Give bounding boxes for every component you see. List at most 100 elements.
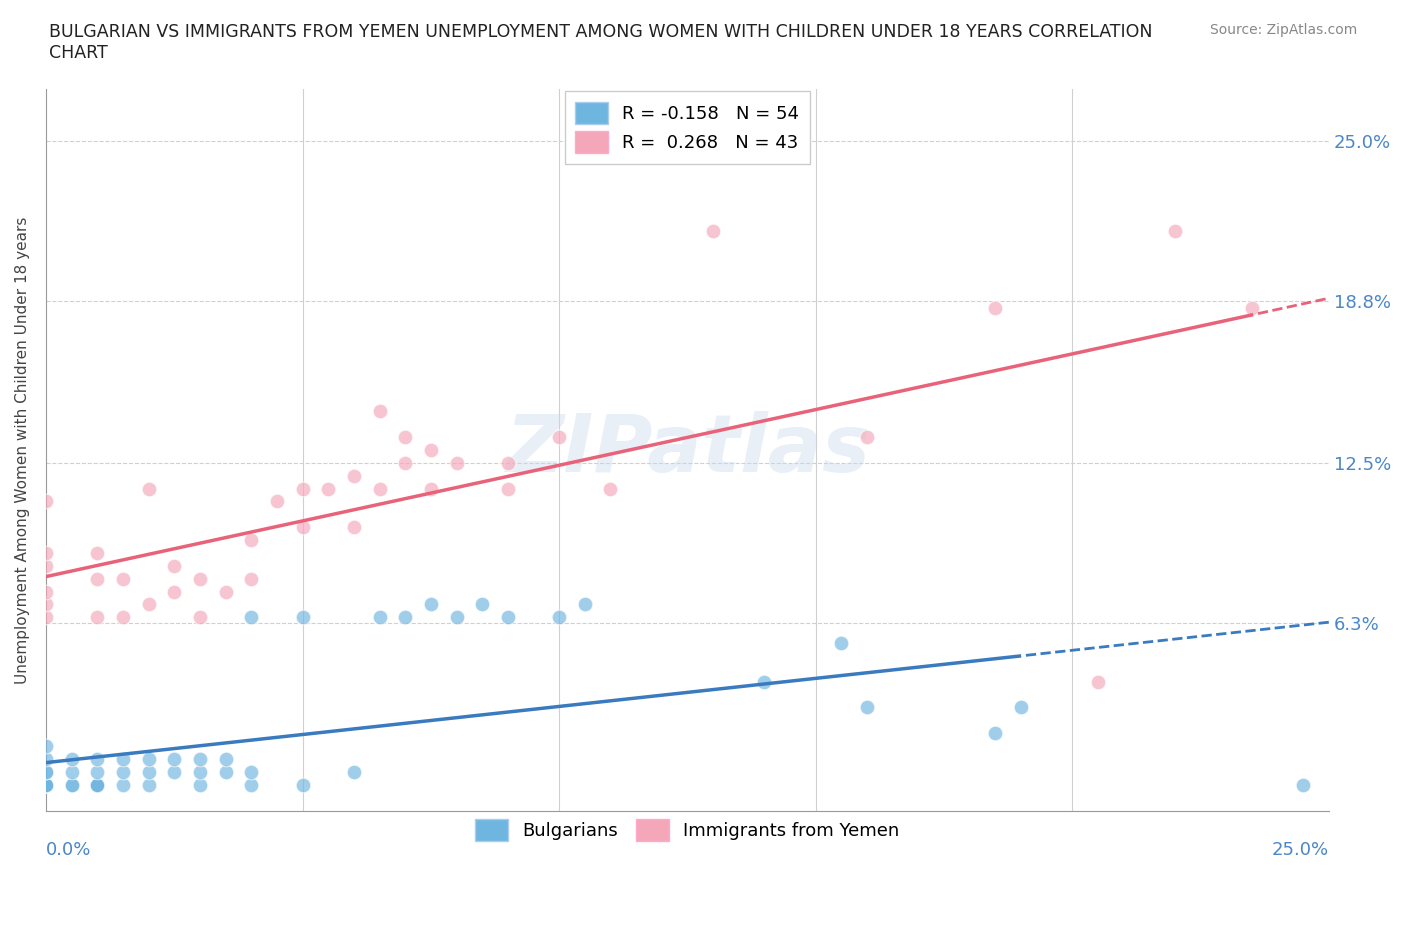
Point bbox=[35, 777, 58, 792]
Point bbox=[291, 520, 314, 535]
Point bbox=[856, 700, 879, 715]
Point bbox=[984, 725, 1007, 740]
Point bbox=[548, 610, 571, 625]
Legend: Bulgarians, Immigrants from Yemen: Bulgarians, Immigrants from Yemen bbox=[464, 808, 910, 852]
Point bbox=[214, 764, 236, 779]
Point bbox=[291, 777, 314, 792]
Point bbox=[35, 738, 58, 753]
Point bbox=[1087, 674, 1109, 689]
Point bbox=[35, 777, 58, 792]
Point bbox=[368, 404, 391, 418]
Point bbox=[240, 571, 263, 586]
Point bbox=[574, 597, 596, 612]
Point bbox=[214, 584, 236, 599]
Point bbox=[291, 481, 314, 496]
Point bbox=[343, 520, 366, 535]
Point bbox=[240, 764, 263, 779]
Point bbox=[35, 764, 58, 779]
Point bbox=[1240, 301, 1263, 316]
Point bbox=[188, 571, 211, 586]
Point bbox=[702, 223, 724, 238]
Point bbox=[188, 777, 211, 792]
Point bbox=[188, 764, 211, 779]
Point bbox=[86, 610, 108, 625]
Point bbox=[830, 636, 852, 651]
Point bbox=[343, 469, 366, 484]
Point bbox=[35, 777, 58, 792]
Point bbox=[291, 610, 314, 625]
Point bbox=[368, 610, 391, 625]
Point bbox=[35, 546, 58, 561]
Point bbox=[394, 430, 416, 445]
Point bbox=[240, 610, 263, 625]
Point bbox=[1164, 223, 1187, 238]
Point bbox=[35, 777, 58, 792]
Point bbox=[35, 777, 58, 792]
Y-axis label: Unemployment Among Women with Children Under 18 years: Unemployment Among Women with Children U… bbox=[15, 217, 30, 684]
Point bbox=[163, 584, 186, 599]
Point bbox=[35, 777, 58, 792]
Point bbox=[86, 764, 108, 779]
Point bbox=[111, 751, 134, 766]
Text: BULGARIAN VS IMMIGRANTS FROM YEMEN UNEMPLOYMENT AMONG WOMEN WITH CHILDREN UNDER : BULGARIAN VS IMMIGRANTS FROM YEMEN UNEMP… bbox=[49, 23, 1153, 62]
Point bbox=[188, 610, 211, 625]
Point bbox=[188, 751, 211, 766]
Point bbox=[446, 610, 468, 625]
Text: 25.0%: 25.0% bbox=[1272, 842, 1329, 859]
Point bbox=[496, 481, 519, 496]
Point bbox=[754, 674, 776, 689]
Point bbox=[1010, 700, 1032, 715]
Point bbox=[496, 610, 519, 625]
Point bbox=[394, 456, 416, 471]
Point bbox=[35, 764, 58, 779]
Point bbox=[419, 597, 441, 612]
Point bbox=[60, 751, 83, 766]
Point bbox=[60, 777, 83, 792]
Point bbox=[35, 558, 58, 573]
Point bbox=[316, 481, 339, 496]
Text: 0.0%: 0.0% bbox=[46, 842, 91, 859]
Point bbox=[60, 777, 83, 792]
Point bbox=[111, 764, 134, 779]
Point bbox=[138, 481, 160, 496]
Point bbox=[86, 777, 108, 792]
Point bbox=[446, 456, 468, 471]
Point bbox=[35, 597, 58, 612]
Point bbox=[35, 751, 58, 766]
Point bbox=[35, 494, 58, 509]
Point bbox=[86, 751, 108, 766]
Point bbox=[111, 610, 134, 625]
Point bbox=[368, 481, 391, 496]
Point bbox=[35, 777, 58, 792]
Point bbox=[35, 777, 58, 792]
Point bbox=[343, 764, 366, 779]
Point bbox=[419, 443, 441, 458]
Point bbox=[163, 751, 186, 766]
Point bbox=[86, 546, 108, 561]
Point bbox=[138, 764, 160, 779]
Point bbox=[163, 558, 186, 573]
Text: ZIPatlas: ZIPatlas bbox=[505, 411, 870, 489]
Point bbox=[60, 764, 83, 779]
Point bbox=[856, 430, 879, 445]
Point bbox=[1292, 777, 1315, 792]
Point bbox=[548, 430, 571, 445]
Point bbox=[138, 751, 160, 766]
Point bbox=[138, 777, 160, 792]
Point bbox=[984, 301, 1007, 316]
Point bbox=[471, 597, 494, 612]
Point bbox=[86, 777, 108, 792]
Point bbox=[599, 481, 621, 496]
Point bbox=[111, 571, 134, 586]
Point bbox=[394, 610, 416, 625]
Point bbox=[86, 571, 108, 586]
Text: Source: ZipAtlas.com: Source: ZipAtlas.com bbox=[1209, 23, 1357, 37]
Point bbox=[266, 494, 288, 509]
Point bbox=[214, 751, 236, 766]
Point bbox=[240, 777, 263, 792]
Point bbox=[240, 533, 263, 548]
Point bbox=[111, 777, 134, 792]
Point bbox=[35, 610, 58, 625]
Point bbox=[496, 456, 519, 471]
Point bbox=[138, 597, 160, 612]
